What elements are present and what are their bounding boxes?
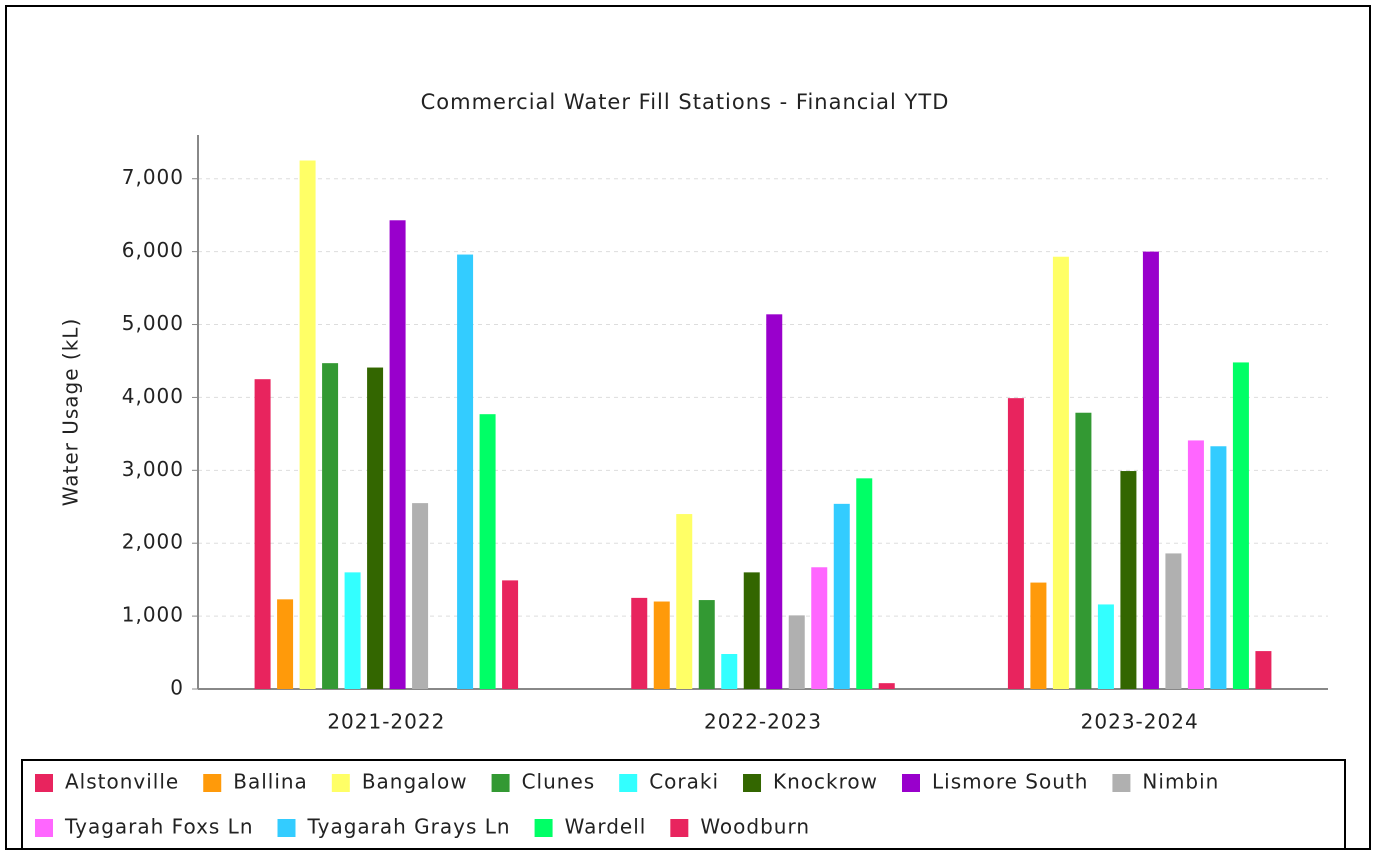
legend-label: Nimbin [1142, 770, 1219, 794]
legend-label: Bangalow [362, 770, 468, 794]
legend-label: Woodburn [700, 815, 810, 839]
frame [5, 5, 1371, 850]
bar [811, 567, 828, 689]
bar [254, 379, 271, 689]
legend-swatch [331, 774, 350, 792]
legend-swatch [35, 819, 53, 837]
bar [653, 601, 670, 689]
legend-swatch [534, 819, 553, 837]
y-tick-label: 2,000 [122, 530, 184, 554]
bar [322, 363, 339, 689]
x-tick-label: 2021-2022 [327, 710, 445, 734]
bar [698, 600, 715, 689]
x-tick-label: 2022-2023 [704, 710, 822, 734]
bar [1210, 446, 1227, 689]
legend-label: Tyagarah Grays Ln [307, 815, 511, 839]
bar [1165, 553, 1182, 689]
bar [1075, 412, 1092, 689]
legend-swatch [277, 819, 296, 837]
legend-label: Alstonville [65, 770, 179, 794]
y-tick-label: 1,000 [122, 603, 184, 627]
legend-label: Tyagarah Foxs Ln [64, 815, 254, 839]
x-tick-label: 2023-2024 [1081, 710, 1199, 734]
legend-label: Coraki [649, 770, 719, 794]
bar [344, 572, 361, 689]
legend-swatch [619, 774, 638, 792]
legend-swatch [743, 774, 762, 792]
chart-title: Commercial Water Fill Stations - Financi… [421, 90, 950, 114]
bar [1120, 471, 1137, 689]
legend-swatch [670, 819, 689, 837]
bar [1187, 440, 1204, 689]
bar [1232, 362, 1249, 689]
bar [743, 572, 760, 689]
legend-swatch [1112, 774, 1131, 792]
bar [367, 367, 384, 689]
y-axis-label: Water Usage (kL) [59, 318, 83, 506]
legend-label: Ballina [233, 770, 308, 794]
bar [1030, 582, 1047, 689]
bar [631, 597, 648, 689]
legend-swatch [203, 774, 222, 792]
y-tick-label: 3,000 [122, 457, 184, 481]
legend-label: Clunes [522, 770, 596, 794]
bar [856, 478, 873, 689]
legend-swatch [35, 774, 53, 792]
bar [1255, 651, 1272, 689]
bar [721, 654, 738, 689]
legend-label: Wardell [565, 815, 647, 839]
legend-box [21, 759, 1346, 850]
bar [1142, 251, 1159, 689]
bar [833, 503, 850, 689]
bar [878, 683, 895, 689]
bar [1007, 398, 1024, 689]
bar [676, 514, 693, 689]
legend-label: Knockrow [773, 770, 878, 794]
bar [479, 414, 496, 689]
bar [457, 254, 474, 689]
bar [389, 220, 406, 689]
y-tick-label: 7,000 [122, 165, 184, 189]
bar [277, 599, 294, 689]
bar [766, 314, 783, 689]
bar [1097, 604, 1114, 689]
y-tick-label: 4,000 [122, 384, 184, 408]
y-tick-label: 6,000 [122, 238, 184, 262]
y-tick-label: 0 [170, 676, 184, 700]
bar [299, 160, 316, 689]
legend-swatch [491, 774, 510, 792]
bar [788, 615, 805, 689]
bar [502, 580, 519, 689]
y-tick-label: 5,000 [122, 311, 184, 335]
legend-label: Lismore South [932, 770, 1088, 794]
bar [1052, 256, 1069, 689]
legend-swatch [902, 774, 920, 792]
bar [412, 503, 429, 689]
